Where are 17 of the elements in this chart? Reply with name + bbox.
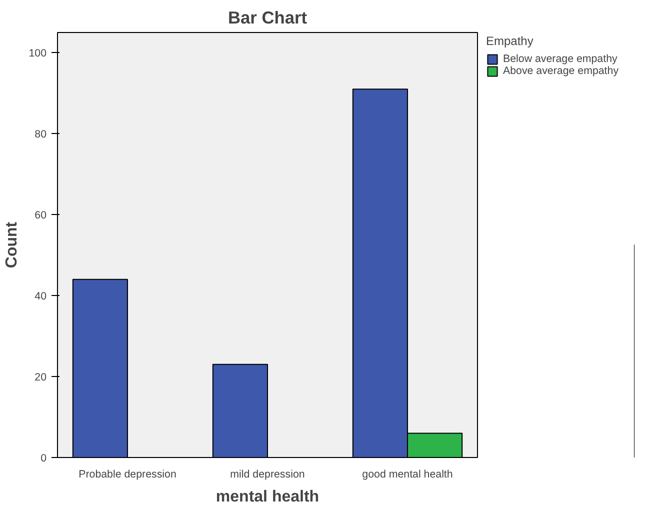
y-tick-label: 20 <box>34 372 47 384</box>
bar <box>212 364 268 458</box>
legend-title: Empathy <box>486 34 534 48</box>
legend-label: Below average empathy <box>503 53 618 65</box>
legend-label: Above average empathy <box>503 65 619 77</box>
y-tick-label: 100 <box>28 48 47 60</box>
x-tick-label: good mental health <box>362 468 453 480</box>
x-tick-label: mild depression <box>230 468 305 480</box>
bar <box>72 278 128 458</box>
y-tick-label: 80 <box>34 128 47 141</box>
y-tick-label: 40 <box>34 290 47 303</box>
y-tick-label: 0 <box>40 452 47 464</box>
x-axis-title: mental health <box>216 488 320 506</box>
chart-title: Bar Chart <box>228 8 308 28</box>
x-tick-label: Probable depression <box>78 468 176 480</box>
y-axis-title: Count <box>4 221 21 268</box>
y-tick-label: 60 <box>34 210 47 222</box>
